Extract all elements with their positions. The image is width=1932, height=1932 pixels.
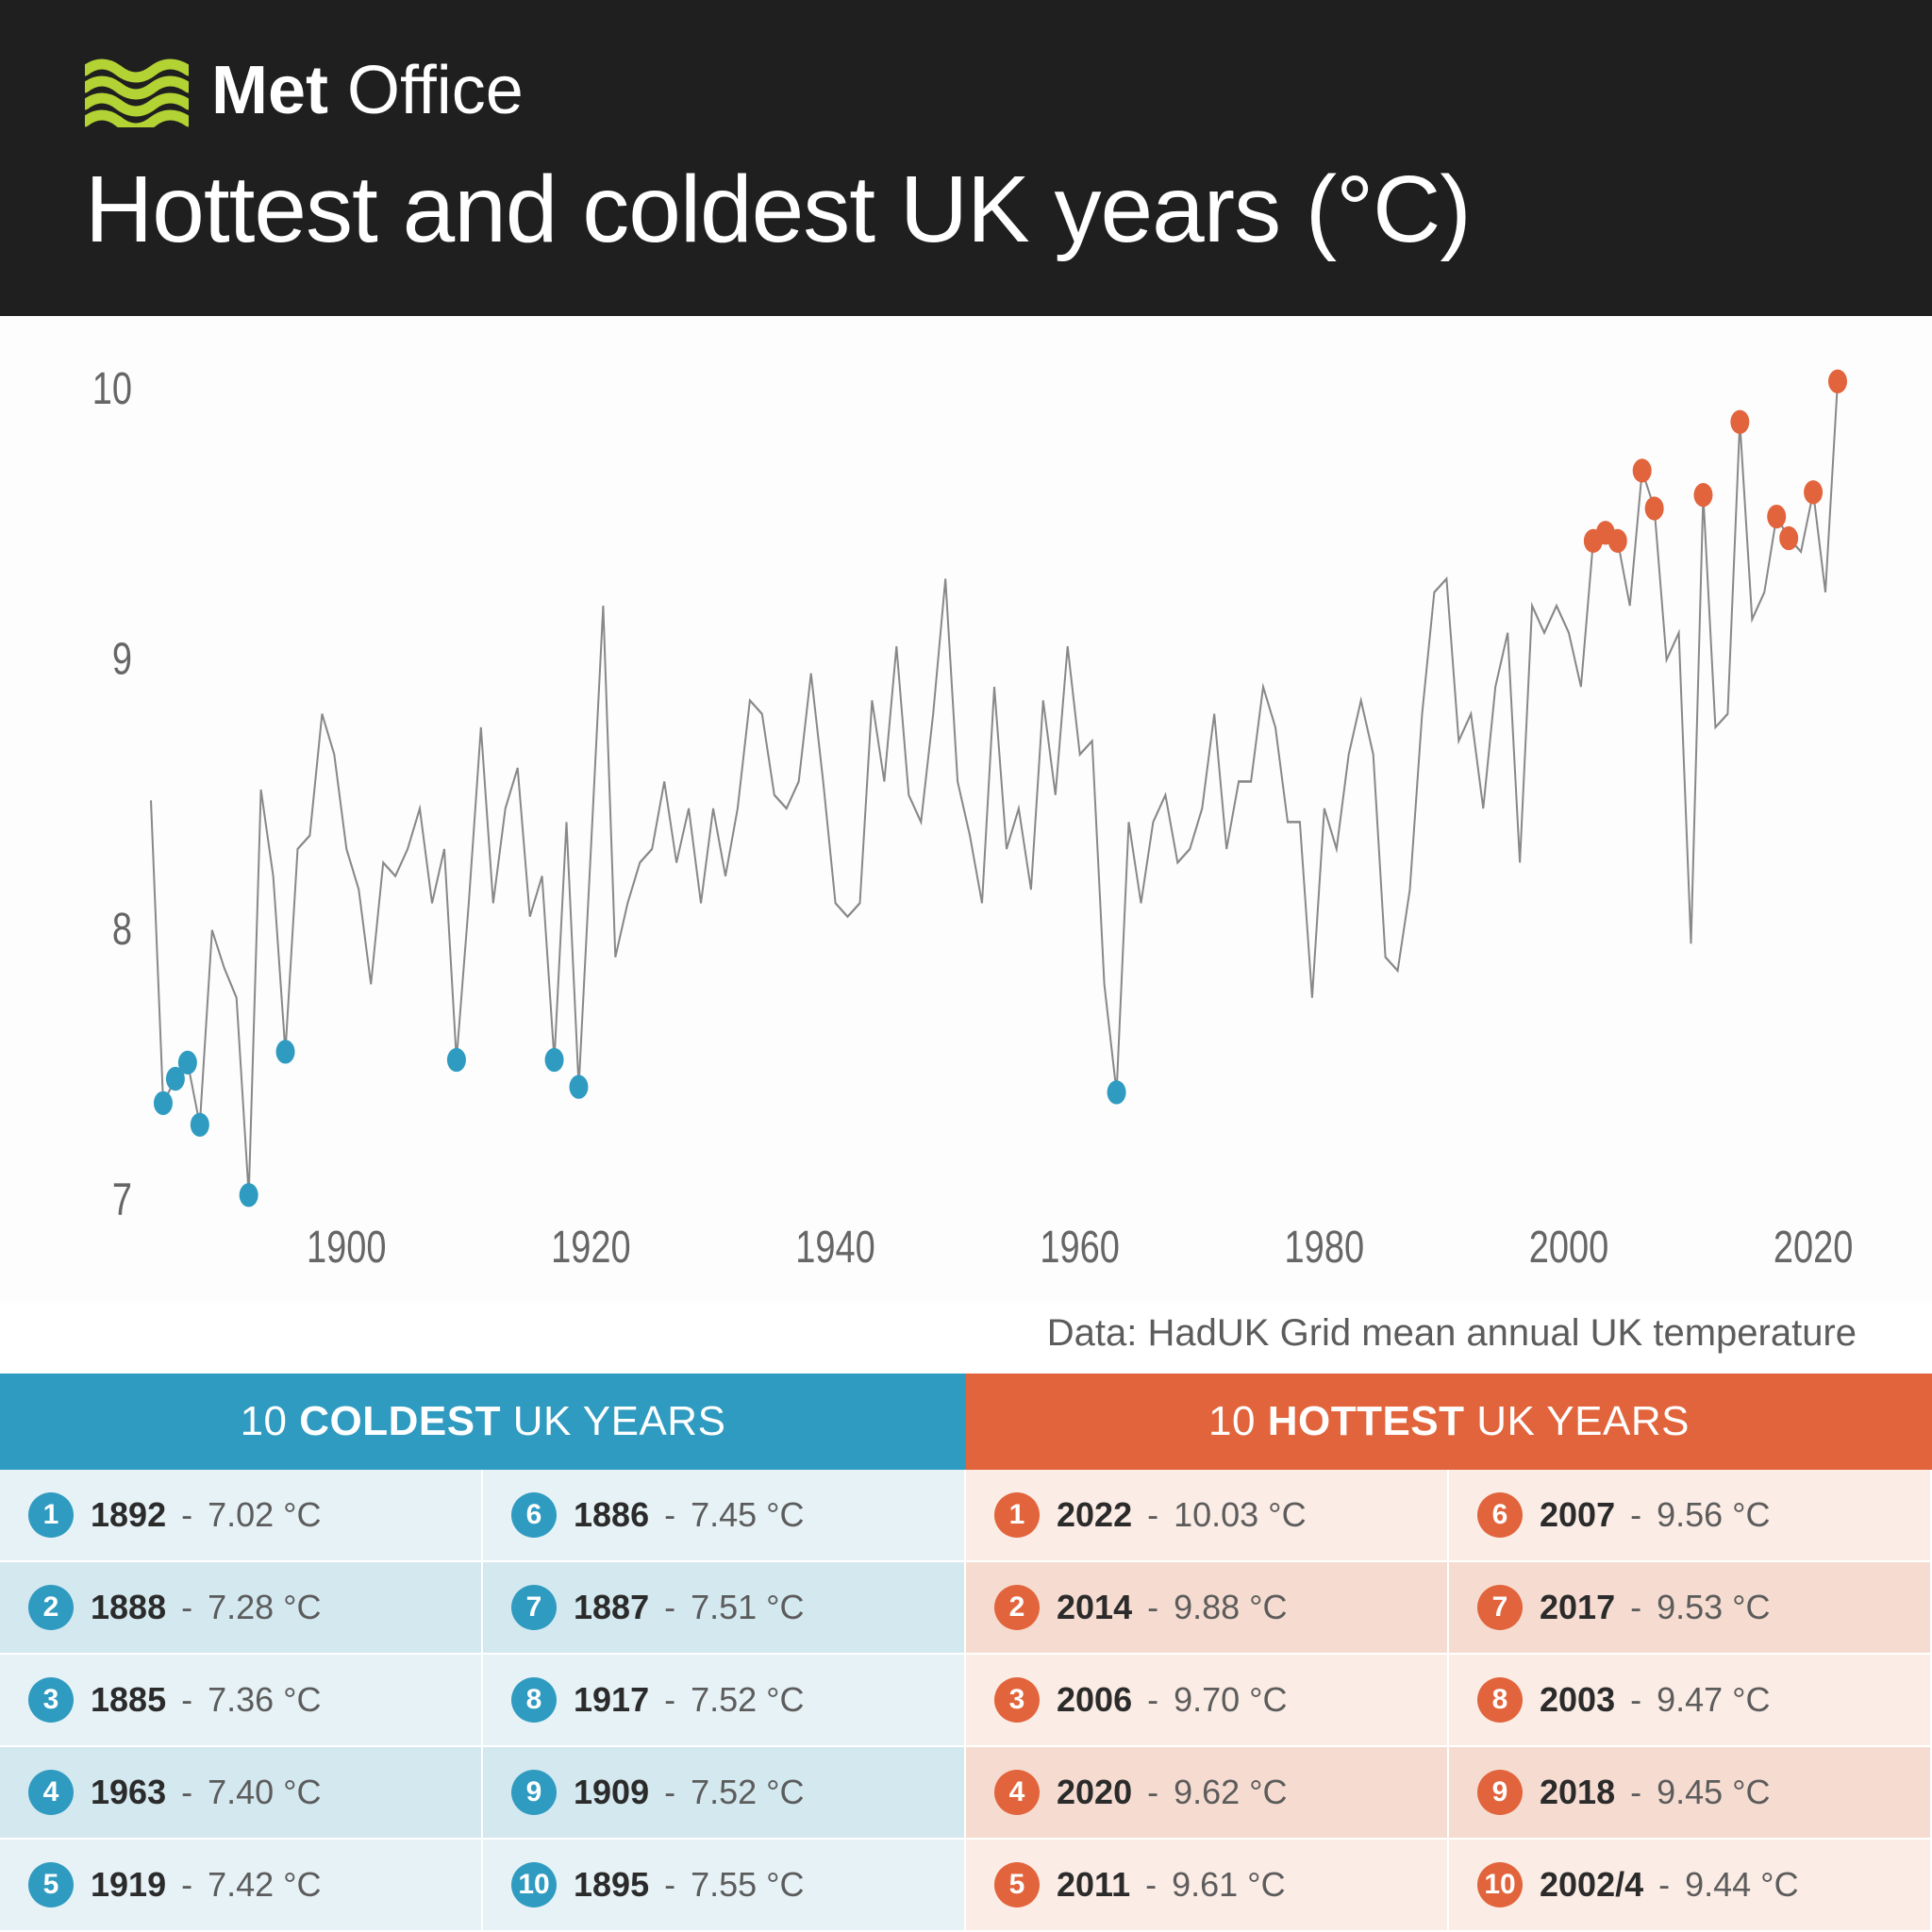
rank-badge: 3 [994,1677,1040,1723]
row-text: 2017 - 9.53 °C [1540,1588,1771,1627]
table-row: 7 2017 - 9.53 °C [1449,1562,1932,1655]
table-row: 5 1919 - 7.42 °C [0,1840,483,1932]
line-chart: 7 8 9 10 1900 1920 1940 1960 1980 2000 2020 [57,354,1875,1284]
rank-badge: 6 [1477,1492,1523,1538]
row-text: 2022 - 10.03 °C [1057,1495,1307,1535]
table-row: 8 2003 - 9.47 °C [1449,1655,1932,1747]
svg-text:2000: 2000 [1529,1223,1609,1273]
row-text: 1895 - 7.55 °C [574,1865,805,1905]
tables-row: 10 COLDEST UK YEARS 11892 - 7.02 °C61886… [0,1374,1932,1932]
svg-text:1900: 1900 [307,1223,387,1273]
table-row: 5 2011 - 9.61 °C [966,1840,1449,1932]
coldest-title-bold: COLDEST [299,1398,501,1444]
logo-text: Met Office [211,52,524,129]
header: Met Office Hottest and coldest UK years … [0,0,1932,316]
row-text: 2007 - 9.56 °C [1540,1495,1771,1535]
table-row: 4 1963 - 7.40 °C [0,1747,483,1840]
chart-area: 7 8 9 10 1900 1920 1940 1960 1980 2000 2020 [0,316,1932,1303]
page-title: Hottest and coldest UK years (°C) [85,156,1847,264]
svg-text:1940: 1940 [795,1223,875,1273]
rank-badge: 10 [511,1862,557,1907]
svg-text:2020: 2020 [1774,1223,1854,1273]
rank-badge: 2 [994,1585,1040,1630]
logo-row: Met Office [85,52,1847,129]
row-text: 2003 - 9.47 °C [1540,1680,1771,1720]
rank-badge: 9 [511,1770,557,1815]
row-text: 2002/4 - 9.44 °C [1540,1865,1799,1905]
table-row: 10 2002/4 - 9.44 °C [1449,1840,1932,1932]
table-row: 7 1887 - 7.51 °C [483,1562,966,1655]
rank-badge: 1 [994,1492,1040,1538]
rank-badge: 6 [511,1492,557,1538]
svg-text:1960: 1960 [1040,1223,1120,1273]
table-row: 1 2022 - 10.03 °C [966,1470,1449,1562]
logo-text-rest: Office [328,53,524,128]
coldest-title-pre: 10 [241,1398,300,1444]
table-row: 3 2006 - 9.70 °C [966,1655,1449,1747]
infographic-container: Met Office Hottest and coldest UK years … [0,0,1932,1932]
row-text: 2014 - 9.88 °C [1057,1588,1288,1627]
table-row: 3 1885 - 7.36 °C [0,1655,483,1747]
table-row: 6 1886 - 7.45 °C [483,1470,966,1562]
row-text: 1886 - 7.45 °C [574,1495,805,1535]
row-text: 1885 - 7.36 °C [91,1680,322,1720]
row-text: 1963 - 7.40 °C [91,1773,322,1812]
svg-text:10: 10 [92,364,132,414]
row-text: 1919 - 7.42 °C [91,1865,322,1905]
svg-text:1920: 1920 [551,1223,631,1273]
hottest-table: 10 HOTTEST UK YEARS 1 2022 - 10.03 °C 6 200… [966,1374,1932,1932]
table-row: 6 2007 - 9.56 °C [1449,1470,1932,1562]
svg-text:7: 7 [112,1175,132,1225]
table-row: 9 2018 - 9.45 °C [1449,1747,1932,1840]
logo-text-bold: Met [211,53,328,128]
rank-badge: 5 [994,1862,1040,1907]
coldest-table-header: 10 COLDEST UK YEARS [0,1374,966,1470]
coldest-table: 10 COLDEST UK YEARS 1 1892 - 7.02 °C 6 1886… [0,1374,966,1932]
row-text: 2011 - 9.61 °C [1057,1865,1286,1905]
table-row: 10 1895 - 7.55 °C [483,1840,966,1932]
hottest-title-pre: 10 [1208,1398,1268,1444]
rank-badge: 5 [28,1862,74,1907]
table-row: 2 2014 - 9.88 °C [966,1562,1449,1655]
row-text: 2020 - 9.62 °C [1057,1773,1288,1812]
table-row: 8 1917 - 7.52 °C [483,1655,966,1747]
coldest-title-post: UK YEARS [501,1398,725,1444]
hottest-title-bold: HOTTEST [1268,1398,1465,1444]
row-text: 1917 - 7.52 °C [574,1680,805,1720]
table-row: 9 1909 - 7.52 °C [483,1747,966,1840]
met-office-waves-icon [85,54,189,127]
rank-badge: 4 [28,1770,74,1815]
rank-badge: 1 [28,1492,74,1538]
table-row: 4 2020 - 9.62 °C [966,1747,1449,1840]
rank-badge: 9 [1477,1770,1523,1815]
hottest-title-post: UK YEARS [1465,1398,1690,1444]
row-text: 1909 - 7.52 °C [574,1773,805,1812]
svg-text:1980: 1980 [1285,1223,1365,1273]
svg-text:9: 9 [112,634,132,684]
rank-badge: 10 [1477,1862,1523,1907]
hottest-table-header: 10 HOTTEST UK YEARS [966,1374,1932,1470]
table-row: 2 1888 - 7.28 °C [0,1562,483,1655]
table-row: 1 1892 - 7.02 °C [0,1470,483,1562]
coldest-table-body: 1 1892 - 7.02 °C 6 1886 - 7.45 °C 2 1888 - 7.… [0,1470,966,1932]
svg-text:8: 8 [112,905,132,955]
row-text: 1892 - 7.02 °C [91,1495,322,1535]
row-text: 2018 - 9.45 °C [1540,1773,1771,1812]
rank-badge: 3 [28,1677,74,1723]
rank-badge: 8 [511,1677,557,1723]
row-text: 2006 - 9.70 °C [1057,1680,1288,1720]
rank-badge: 8 [1477,1677,1523,1723]
rank-badge: 7 [511,1585,557,1630]
chart-caption: Data: HadUK Grid mean annual UK temperat… [0,1303,1932,1374]
row-text: 1888 - 7.28 °C [91,1588,322,1627]
rank-badge: 2 [28,1585,74,1630]
hottest-table-body: 1 2022 - 10.03 °C 6 2007 - 9.56 °C 2 2014 - 9… [966,1470,1932,1932]
rank-badge: 7 [1477,1585,1523,1630]
rank-badge: 4 [994,1770,1040,1815]
row-text: 1887 - 7.51 °C [574,1588,805,1627]
